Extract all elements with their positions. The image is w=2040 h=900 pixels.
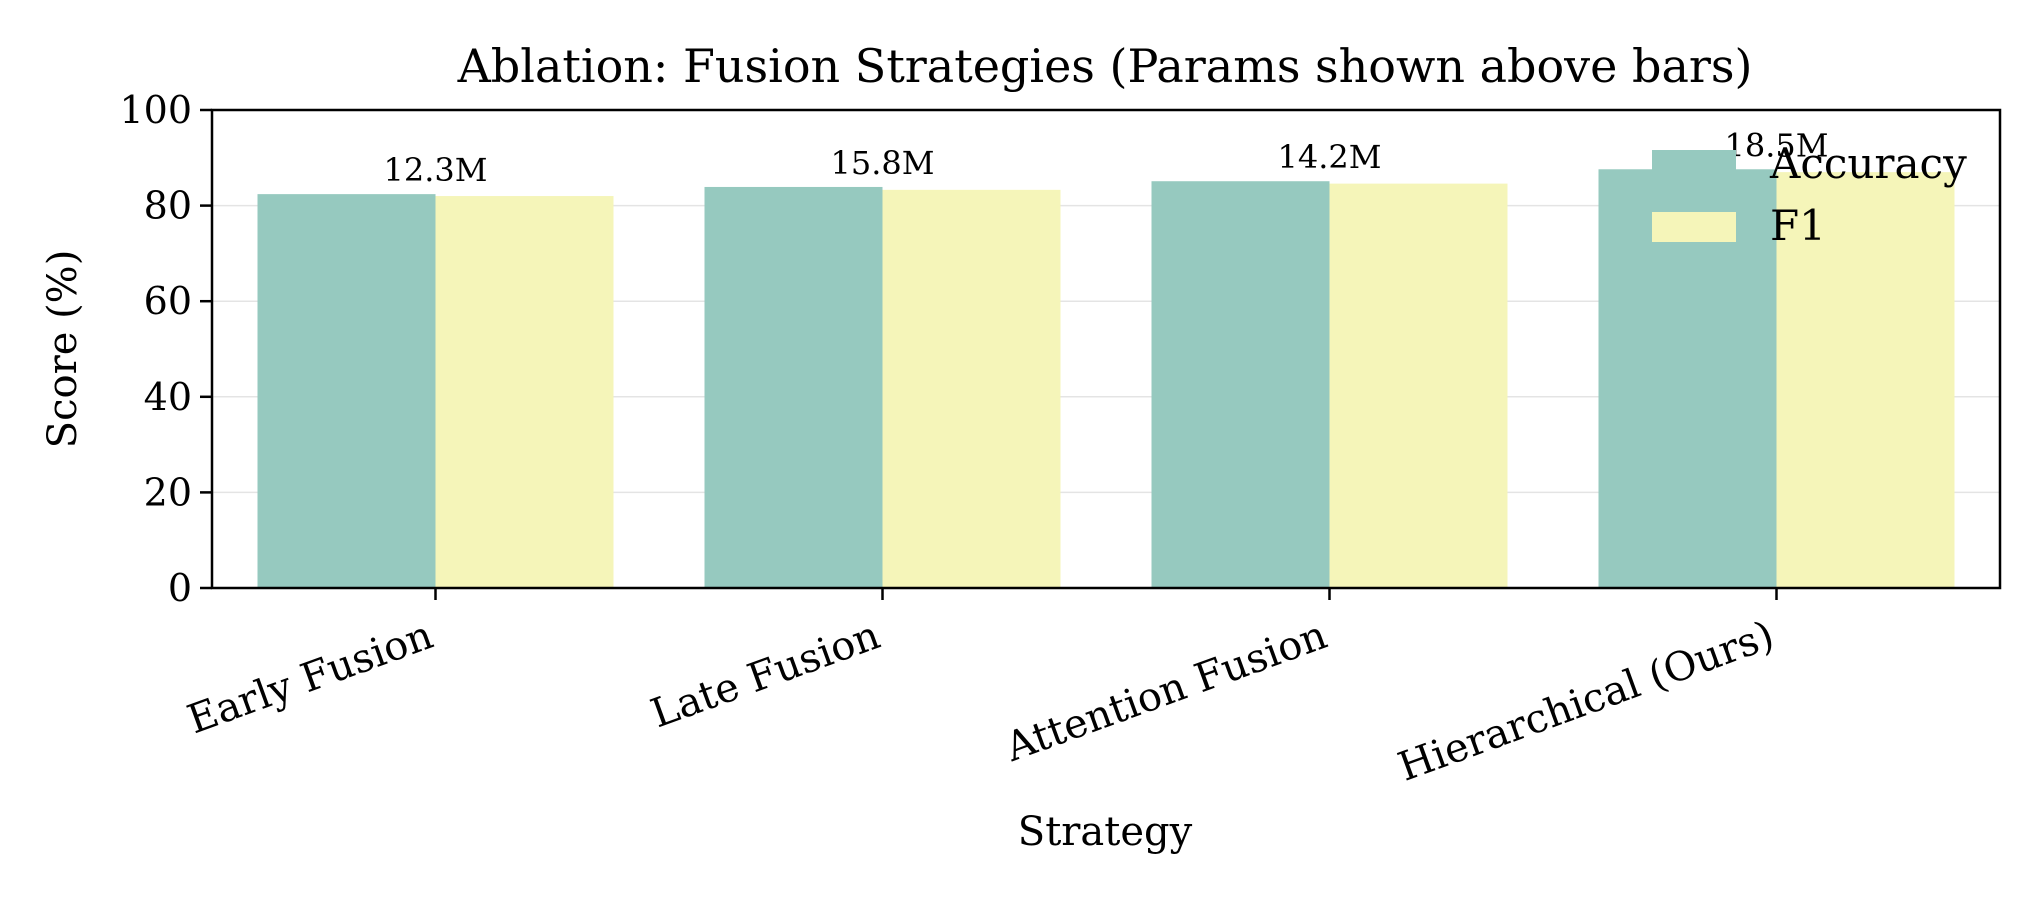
x-tick-label: Early Fusion (182, 612, 439, 743)
bar-f1 (1329, 183, 1508, 588)
bar-f1 (1776, 172, 1955, 588)
bar-accuracy (257, 194, 436, 589)
x-axis-label: Strategy (1018, 809, 1193, 855)
y-tick-label: 100 (119, 88, 192, 132)
legend-swatch-f1 (1652, 212, 1736, 242)
param-label: 15.8M (830, 144, 934, 182)
bars (257, 169, 1955, 589)
bar-accuracy (1151, 181, 1330, 589)
x-tick-label: Hierarchical (Ours) (1392, 612, 1779, 791)
plot-frame (210, 108, 2002, 590)
y-tick-label: 60 (144, 279, 192, 323)
legend-swatch-accuracy (1652, 150, 1736, 180)
x-axis: Early Fusion Late Fusion Attention Fusion H… (182, 588, 1780, 791)
param-labels: 12.3M 15.8M 14.2M 18.5M (383, 126, 1828, 189)
chart-title: Ablation: Fusion Strategies (Params show… (457, 39, 1753, 93)
param-label: 14.2M (1277, 138, 1381, 176)
legend-label-accuracy: Accuracy (1769, 139, 1967, 188)
param-label: 12.3M (383, 151, 487, 189)
bar-accuracy (704, 186, 883, 588)
bar-f1 (882, 189, 1061, 589)
y-tick-label: 80 (144, 184, 192, 228)
x-tick-label: Attention Fusion (999, 612, 1333, 771)
bar-f1 (435, 196, 614, 589)
legend-label-f1: F1 (1770, 201, 1826, 250)
x-tick-label: Late Fusion (645, 612, 886, 737)
y-tick-label: 0 (168, 566, 192, 610)
y-tick-label: 20 (144, 470, 192, 514)
y-tick-label: 40 (144, 375, 192, 419)
y-axis: 0 20 40 60 80 100 (119, 88, 212, 610)
y-axis-label: Score (%) (40, 250, 86, 449)
param-label: 18.5M (1724, 126, 1828, 164)
legend: Accuracy F1 (1652, 139, 1967, 250)
